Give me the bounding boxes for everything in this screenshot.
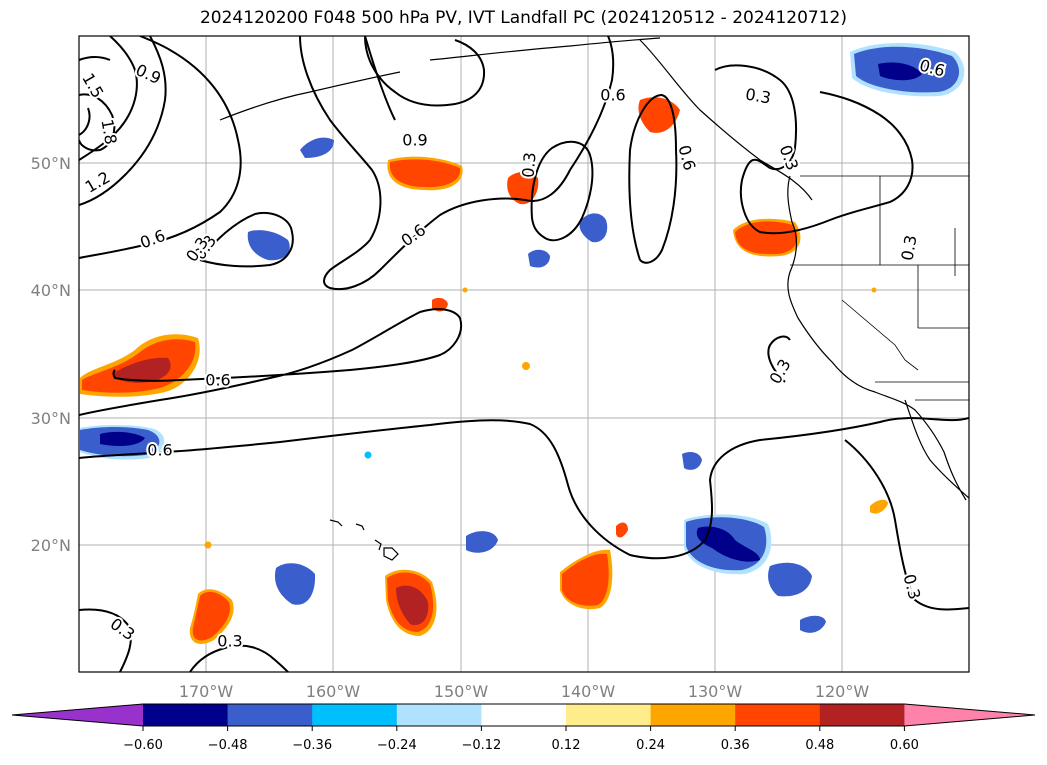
pv-negative-region [247,230,290,261]
pv-positive-region [638,97,680,133]
pv-negative-region [878,62,922,81]
colorbar-tick-label: 0.36 [721,738,750,753]
pv-negative-region [696,526,760,562]
colorbar-segment [143,704,229,726]
lon-label: 160°W [306,682,361,701]
colorbar-tick-label: 0.12 [552,738,581,753]
pv-positive-region [112,357,171,383]
pv-negative-region [466,531,498,553]
lat-label: 50°N [31,154,71,173]
contour-label: 0.6 [205,371,230,390]
colorbar-segment [904,704,1035,726]
lon-label: 120°W [815,682,870,701]
pv-positive-region [432,297,448,312]
state-borders [790,175,969,401]
contour-label: 0.9 [402,131,427,150]
pv-positive-region [396,585,429,626]
coastlines [219,37,969,561]
contour-label: 0.6 [147,441,172,460]
colorbar-tick-label: 0.48 [805,738,834,753]
latitude-labels: 50°N 40°N 30°N 20°N [31,154,71,555]
pv-negative-region [528,249,550,268]
colorbar-tick-label: −0.48 [208,738,248,753]
colorbar-segment [650,704,736,726]
colorbar-segment [481,704,567,726]
pv-positive-region [562,553,609,606]
pv-negative-region [579,213,608,243]
colorbar-segment [735,704,821,726]
map-title: 2024120200 F048 500 hPa PV, IVT Landfall… [199,8,847,28]
lon-label: 140°W [561,682,616,701]
pv-contours [79,36,969,672]
pv-negative-region [300,137,334,158]
lat-label: 20°N [31,536,71,555]
pv-negative-region [800,615,826,633]
pv-positive-region [616,522,628,538]
lon-label: 170°W [179,682,234,701]
contour-label: 0.3 [217,632,242,651]
lon-label: 130°W [688,682,743,701]
pv-negative-region [100,431,145,446]
contour-label: 0.3 [518,151,539,178]
contour-label: 0.6 [600,86,625,105]
longitude-labels: 170°W 160°W 150°W 140°W 130°W 120°W [179,682,870,701]
colorbar-segment [227,704,313,726]
colorbar-segment [312,704,398,726]
pv-positive-region [204,541,212,549]
plot-area [79,36,969,672]
pv-positive-region [870,499,888,514]
plot-border [78,35,970,673]
colorbar: −0.60 −0.48 −0.36 −0.24 −0.12 0.12 0.24 0.36 0.4… [11,703,1036,753]
colorbar-segment [819,704,905,726]
colorbar-segment [396,704,482,726]
pv-positive-region [871,287,877,293]
pv-positive-region [522,362,530,370]
pv-positive-region [735,221,798,255]
pv-negative-region [364,451,372,459]
lat-label: 30°N [31,409,71,428]
colorbar-tick-label: 0.60 [890,738,919,753]
colorbar-tick-label: −0.24 [377,738,417,753]
pv-positive-region [462,287,468,293]
lat-label: 40°N [31,281,71,300]
colorbar-tick-label: −0.12 [461,738,501,753]
lon-label: 150°W [434,682,489,701]
colorbar-tick-label: −0.60 [123,738,163,753]
pv-positive-region [507,172,539,205]
pv-positive-region [192,591,230,641]
colorbar-tick-label: 0.24 [636,738,665,753]
colorbar-tick-label: −0.36 [292,738,332,753]
colorbar-segment [12,704,143,726]
pv-negative-region [274,563,316,605]
pv-negative-region [768,562,812,597]
pv-negative-region [682,452,702,470]
pv-positive-region [389,159,461,188]
colorbar-segment [566,704,652,726]
